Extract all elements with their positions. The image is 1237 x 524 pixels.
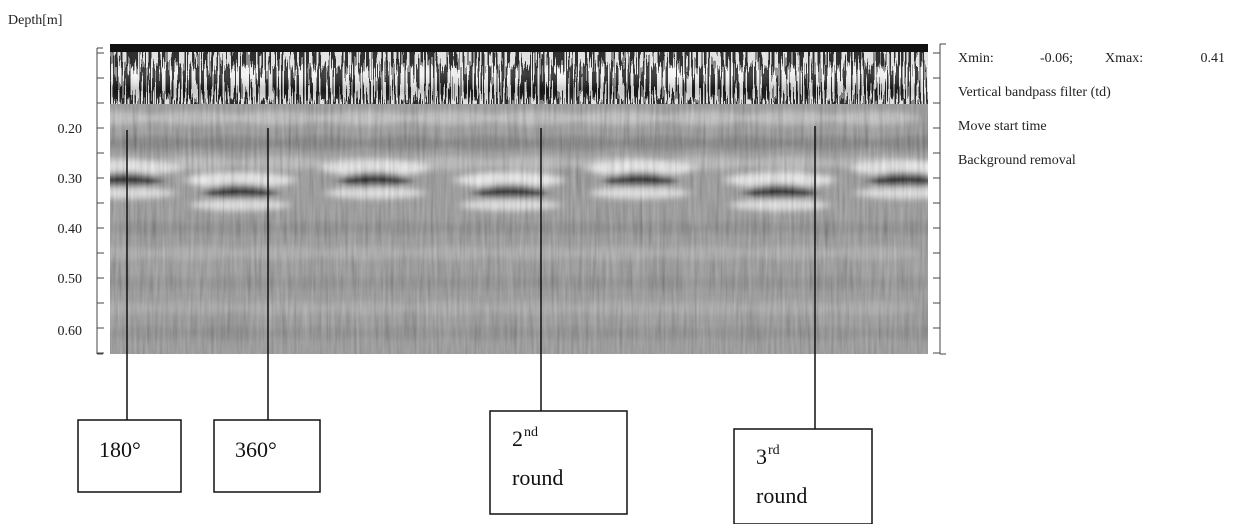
tick-label: 0.50 (58, 272, 83, 287)
callout-box (213, 419, 321, 493)
tick-label: 0.20 (58, 122, 83, 137)
radargram (110, 44, 928, 354)
xmin-label: Xmin: (958, 51, 994, 66)
callout-number: 2 (512, 426, 523, 451)
process-step: Background removal (958, 153, 1076, 168)
tick-label: 0.30 (58, 172, 83, 187)
tick-label: 0.40 (58, 222, 83, 237)
callout-text: round (512, 465, 563, 490)
xmax-value: 0.41 (1201, 51, 1226, 66)
callout-label: 360° (235, 437, 277, 462)
tick-label: 0.60 (58, 324, 83, 339)
process-step: Vertical bandpass filter (td) (958, 85, 1111, 100)
xmax-label: Xmax: (1105, 51, 1143, 66)
callout-box (77, 419, 182, 493)
xmin-value: -0.06; (1040, 51, 1073, 66)
axis-label: Depth[m] (8, 13, 62, 28)
callout-suffix: rd (768, 443, 780, 458)
callout-suffix: nd (524, 425, 538, 440)
callout-box (733, 428, 873, 524)
callout-number: 3 (756, 444, 767, 469)
callout-text: round (756, 483, 807, 508)
callout-box (489, 410, 628, 515)
process-step: Move start time (958, 119, 1047, 134)
callout-label: 180° (99, 437, 141, 462)
